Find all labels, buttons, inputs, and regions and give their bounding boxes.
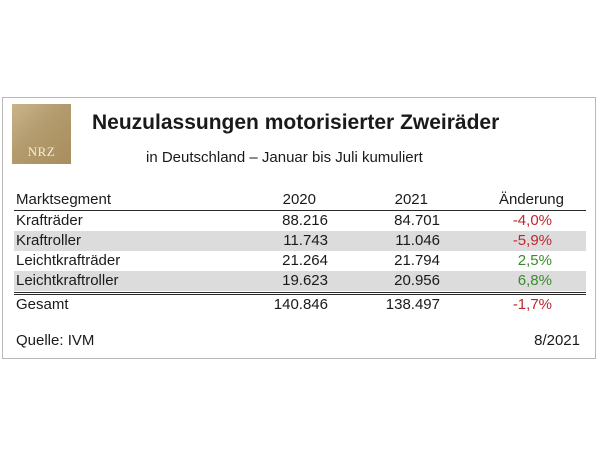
header-2021: 2021 [394,191,428,208]
cell-2020: 19.623 [282,272,328,289]
table-row: Leichtkrafträder 21.264 21.794 2,5% [14,251,586,271]
cell-2021: 84.701 [394,212,440,229]
total-change: -1,7% [512,296,552,313]
cell-2021: 21.794 [394,252,440,269]
table-frame [2,97,596,359]
page-subtitle: in Deutschland – Januar bis Juli kumulie… [146,149,423,166]
total-2021: 138.497 [385,296,440,313]
table-row: Krafträder 88.216 84.701 -4,0% [14,211,586,231]
nrz-logo: NRZ [12,104,71,164]
table-row: Leichtkraftroller 19.623 20.956 6,8% [14,271,586,291]
source-note: Quelle: IVM [16,332,95,349]
cell-segment: Leichtkraftroller [16,272,119,289]
total-segment: Gesamt [16,296,69,313]
cell-change: -4,0% [512,212,552,229]
header-change: Änderung [498,191,564,208]
total-2020: 140.846 [273,296,328,313]
table-total-row: Gesamt 140.846 138.497 -1,7% [14,295,586,315]
cell-change: 2,5% [517,252,552,269]
total-divider [14,294,586,295]
cell-segment: Krafträder [16,212,83,229]
header-segment: Marktsegment [16,191,112,208]
registrations-table: Marktsegment 2020 2021 Änderung Krafträd… [14,190,586,315]
cell-2021: 20.956 [394,272,440,289]
cell-change: 6,8% [517,272,552,289]
cell-2020: 21.264 [282,252,328,269]
total-divider [14,292,586,293]
cell-change: -5,9% [512,232,552,249]
cell-segment: Kraftroller [16,232,82,249]
header-2020: 2020 [282,191,316,208]
table-header: Marktsegment 2020 2021 Änderung [14,190,586,211]
cell-segment: Leichtkrafträder [16,252,121,269]
table-row: Kraftroller 11.743 11.046 -5,9% [14,231,586,251]
publication-date: 8/2021 [534,332,580,349]
logo-text: NRZ [27,144,56,159]
page-title: Neuzulassungen motorisierter Zweiräder [92,111,500,134]
cell-2020: 88.216 [282,212,328,229]
cell-2021: 11.046 [395,232,440,249]
cell-2020: 11.743 [283,232,328,249]
